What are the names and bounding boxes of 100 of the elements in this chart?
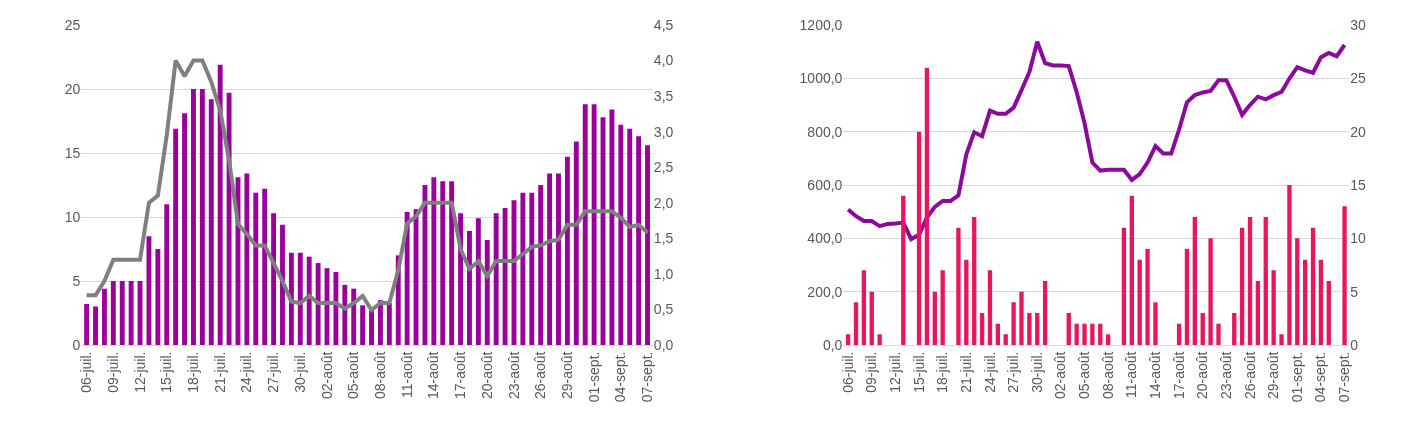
bar bbox=[1232, 313, 1237, 345]
y2-tick-label: 10 bbox=[1350, 230, 1367, 247]
bar bbox=[564, 156, 570, 345]
x-tick-label: 20-août bbox=[478, 351, 495, 400]
bar bbox=[1271, 270, 1276, 345]
bar bbox=[916, 131, 922, 345]
x-tick-label: 15-juil. bbox=[158, 351, 175, 393]
x-tick-label: 24-juil. bbox=[238, 351, 255, 393]
bar bbox=[877, 334, 882, 345]
x-tick-label: 12-juil. bbox=[131, 351, 148, 393]
x-tick-label: 11-août bbox=[398, 351, 415, 399]
bar bbox=[1074, 323, 1079, 345]
bar bbox=[573, 141, 579, 345]
y2-tick-label: 5 bbox=[1350, 283, 1359, 300]
bar bbox=[288, 252, 294, 345]
x-tick-label: 21-juil. bbox=[211, 351, 228, 393]
bar bbox=[1027, 313, 1032, 345]
y-tick-label: 800,0 bbox=[807, 123, 843, 140]
bar bbox=[627, 128, 633, 345]
bar bbox=[1208, 238, 1213, 345]
bar bbox=[940, 270, 945, 345]
y-tick-label: 20 bbox=[64, 80, 81, 97]
bar bbox=[1295, 238, 1300, 345]
x-tick-label: 04-sept. bbox=[612, 351, 629, 403]
bar bbox=[520, 192, 526, 345]
x-tick-label: 17-août bbox=[452, 351, 469, 400]
x-tick-label: 27-juil. bbox=[265, 351, 282, 393]
bar bbox=[93, 306, 98, 345]
x-tick-label: 06-juil. bbox=[839, 351, 856, 393]
x-tick-label: 06-juil. bbox=[78, 351, 95, 393]
x-tick-label: 21-juil. bbox=[957, 351, 974, 393]
bar bbox=[431, 177, 437, 345]
bar bbox=[1066, 313, 1071, 345]
bar bbox=[529, 192, 535, 345]
bar bbox=[155, 249, 161, 345]
bar bbox=[1003, 334, 1008, 345]
x-tick-label: 11-août bbox=[1123, 351, 1140, 399]
bar bbox=[297, 252, 303, 345]
x-tick-label: 26-août bbox=[532, 351, 549, 400]
bar bbox=[484, 240, 490, 345]
bar bbox=[1145, 249, 1150, 345]
bar bbox=[1263, 217, 1268, 345]
bar bbox=[1042, 281, 1048, 345]
x-tick-label: 23-août bbox=[1217, 351, 1234, 400]
bar bbox=[440, 181, 446, 345]
bar bbox=[987, 270, 993, 345]
y2-tick-label: 0 bbox=[1350, 336, 1359, 353]
bar bbox=[1129, 195, 1134, 345]
bar bbox=[1176, 323, 1182, 345]
line-series bbox=[84, 58, 650, 313]
bar bbox=[1303, 259, 1308, 345]
bar bbox=[932, 291, 937, 345]
y-tick-label: 5 bbox=[72, 272, 81, 289]
bar bbox=[538, 185, 544, 345]
bar bbox=[1082, 323, 1087, 345]
y-tick-label: 400,0 bbox=[807, 230, 843, 247]
x-tick-label: 02-août bbox=[318, 351, 335, 400]
x-tick-label: 18-juil. bbox=[185, 351, 202, 393]
bar bbox=[404, 211, 410, 345]
y-tick-label: 10 bbox=[64, 208, 81, 225]
x-tick-label: 09-juil. bbox=[863, 351, 880, 393]
bar bbox=[1137, 259, 1142, 345]
y2-tick-label: 1,5 bbox=[653, 230, 674, 247]
x-tick-label: 05-août bbox=[345, 351, 362, 400]
y2-tick-label: 4,5 bbox=[653, 16, 674, 33]
bar bbox=[1318, 259, 1324, 345]
bar bbox=[1098, 323, 1103, 345]
y2-tick-label: 15 bbox=[1350, 176, 1367, 193]
y2-tick-label: 20 bbox=[1350, 123, 1367, 140]
bar bbox=[351, 288, 357, 345]
bar bbox=[995, 323, 1001, 345]
x-tick-label: 09-juil. bbox=[104, 351, 121, 393]
x-tick-label: 07-sept. bbox=[639, 351, 656, 403]
x-tick-label: 29-août bbox=[1265, 351, 1282, 400]
bar bbox=[360, 305, 366, 345]
bar bbox=[1310, 227, 1316, 345]
bar bbox=[979, 313, 985, 345]
bar bbox=[262, 188, 268, 345]
bar bbox=[556, 173, 561, 345]
bar bbox=[315, 263, 321, 345]
y2-tick-label: 2,5 bbox=[653, 159, 674, 176]
x-tick-label: 01-sept. bbox=[585, 351, 602, 403]
bar bbox=[869, 291, 874, 345]
bar bbox=[1184, 249, 1190, 345]
y2-tick-label: 4,0 bbox=[653, 52, 674, 69]
bar bbox=[386, 302, 392, 345]
bar bbox=[369, 310, 374, 345]
bar bbox=[173, 128, 179, 345]
bar bbox=[475, 218, 481, 345]
y-tick-label: 600,0 bbox=[807, 176, 843, 193]
bar bbox=[1247, 217, 1253, 345]
x-tick-label: 18-juil. bbox=[934, 351, 951, 393]
bar bbox=[845, 334, 851, 345]
y-tick-label: 1200,0 bbox=[799, 16, 843, 33]
bar bbox=[636, 136, 642, 345]
bar bbox=[1326, 281, 1331, 345]
x-tick-label: 05-août bbox=[1076, 351, 1093, 400]
x-tick-label: 30-juil. bbox=[291, 351, 308, 393]
x-tick-label: 02-août bbox=[1052, 351, 1069, 400]
x-tick-label: 12-juil. bbox=[886, 351, 903, 393]
